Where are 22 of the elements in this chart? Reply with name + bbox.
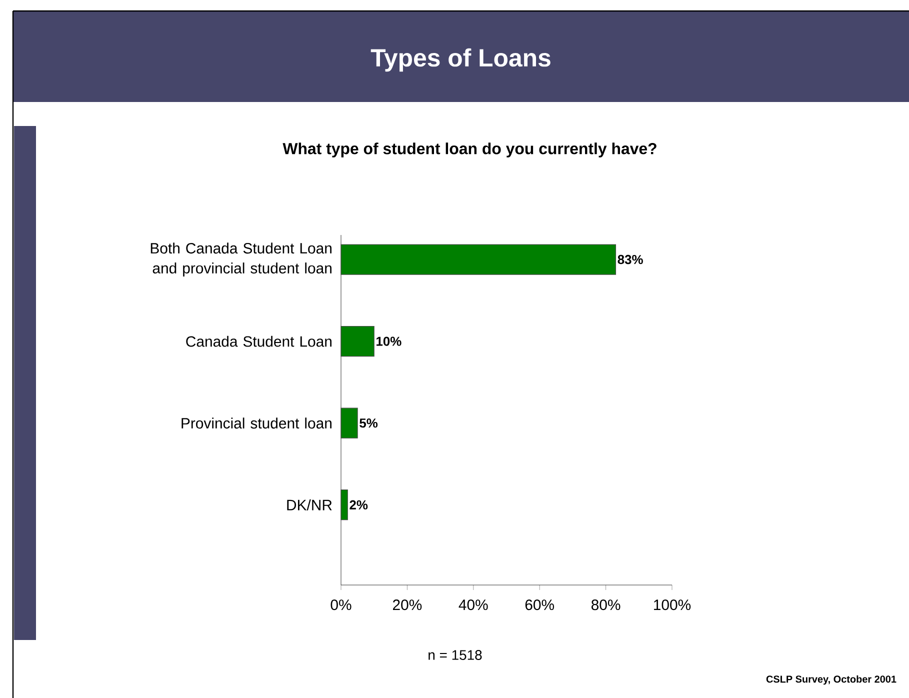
y-tick-label: Both Canada Student Loan and provincial student loan bbox=[150, 242, 332, 276]
x-tick-label: 0% bbox=[330, 600, 352, 610]
data-label: 2% bbox=[350, 500, 368, 510]
data-label: 5% bbox=[360, 418, 378, 428]
x-tick-label: 20% bbox=[393, 600, 422, 610]
x-tick-label: 40% bbox=[458, 600, 488, 610]
y-tick-label: Provincial student loan bbox=[182, 418, 332, 429]
x-tick-label: 60% bbox=[525, 600, 554, 610]
text: CSLP Survey, October 2001 bbox=[766, 675, 896, 685]
data-label: 83% bbox=[618, 254, 643, 264]
x-tick-label: 100% bbox=[654, 600, 691, 610]
chart-title: Types of Loans bbox=[370, 48, 550, 72]
chart-subtitle: What type of student loan do you currently have? bbox=[282, 142, 656, 158]
bar bbox=[340, 326, 374, 357]
bar bbox=[340, 490, 348, 520]
data-label: 10% bbox=[376, 336, 402, 346]
text: n = 1518 bbox=[428, 650, 482, 660]
bar bbox=[340, 408, 358, 438]
x-tick-label: 80% bbox=[592, 600, 620, 610]
y-tick-label: DK/NR bbox=[287, 499, 332, 510]
y-tick-label: Canada Student Loan bbox=[186, 336, 332, 347]
bar bbox=[340, 244, 616, 275]
